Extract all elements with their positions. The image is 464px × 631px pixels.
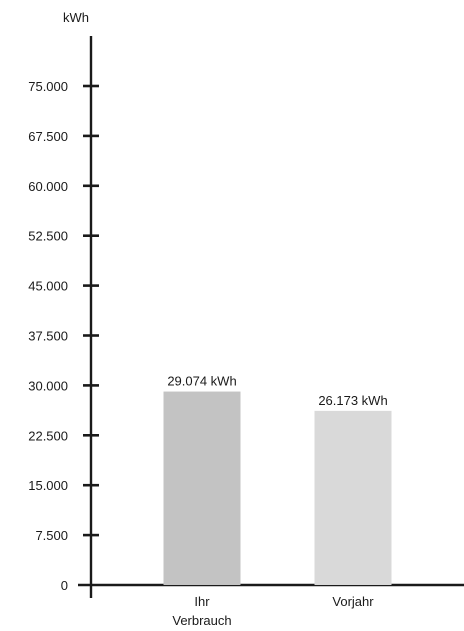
y-tick-label: 0 xyxy=(61,578,68,593)
bar xyxy=(314,410,392,585)
y-tick-label: 15.000 xyxy=(28,478,68,493)
bar-value-label: 26.173 kWh xyxy=(318,393,387,408)
y-axis-unit-label: kWh xyxy=(63,10,89,25)
y-tick-label: 30.000 xyxy=(28,378,68,393)
bars: 29.074 kWh 26.173 kWh xyxy=(163,374,392,585)
x-tick-label: Ihr xyxy=(194,594,210,609)
y-tick-label: 7.500 xyxy=(35,528,68,543)
x-tick-label: Vorjahr xyxy=(332,594,374,609)
x-tick-label: Verbrauch xyxy=(172,613,231,628)
x-axis-labels: Ihr Verbrauch Vorjahr xyxy=(172,594,374,628)
bar-value-label: 29.074 kWh xyxy=(167,374,236,389)
y-tick-label: 22.500 xyxy=(28,428,68,443)
y-tick-label: 75.000 xyxy=(28,79,68,94)
y-tick-label: 45.000 xyxy=(28,279,68,294)
y-axis-ticks: 0 7.500 15.000 22.500 30.000 37.500 45.000 52.5… xyxy=(28,79,99,593)
bar xyxy=(163,391,241,585)
y-tick-label: 60.000 xyxy=(28,179,68,194)
y-tick-label: 67.500 xyxy=(28,129,68,144)
y-tick-label: 52.500 xyxy=(28,229,68,244)
y-tick-label: 37.500 xyxy=(28,329,68,344)
